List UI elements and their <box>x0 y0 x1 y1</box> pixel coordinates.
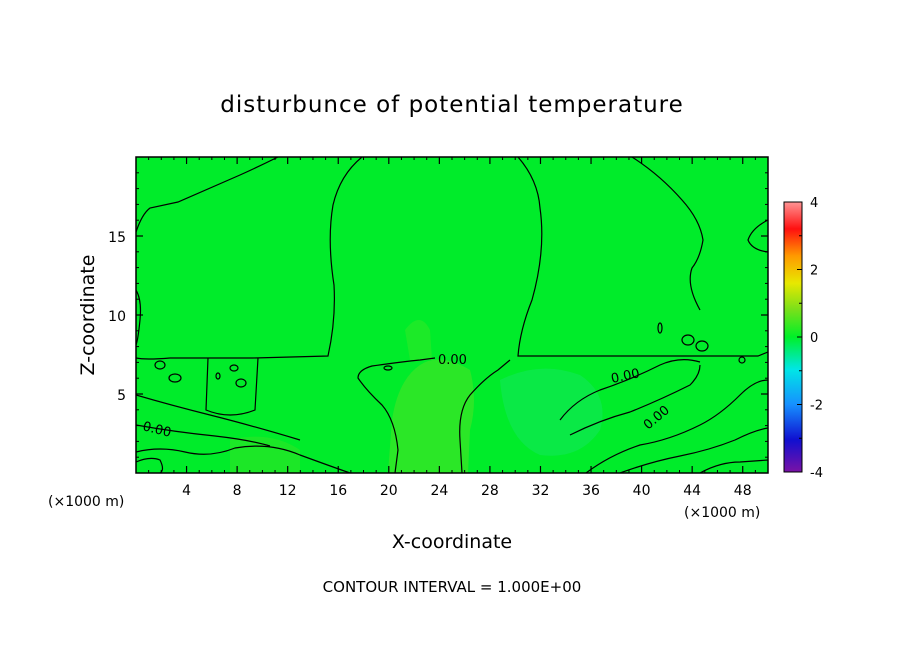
x-tick-label: 36 <box>582 483 600 499</box>
x-tick-label: 12 <box>279 483 297 499</box>
x-tick-label: 32 <box>532 483 550 499</box>
contour-label-2: 0.00 <box>438 353 467 368</box>
colorbar-tick-label: -4 <box>810 466 823 481</box>
field-patch-warm <box>388 359 474 473</box>
contour-interval-note: CONTOUR INTERVAL = 1.000E+00 <box>323 578 582 596</box>
field-patch-warm-3 <box>230 436 300 473</box>
y-tick-label: 5 <box>117 388 126 404</box>
x-tick-label: 20 <box>380 483 398 499</box>
y-axis: 5 10 15 <box>108 172 768 458</box>
y-axis-label: Z-coordinate <box>77 255 99 376</box>
x-axis-label: X-coordinate <box>392 531 512 553</box>
x-tick-label: 4 <box>182 483 191 499</box>
colorbar-tick-label: -2 <box>810 399 823 414</box>
colorbar-tick-label: 2 <box>810 264 818 279</box>
x-tick-label: 24 <box>430 483 448 499</box>
colorbar: 4 2 0 -2 -4 <box>783 196 823 481</box>
colorbar-ticks: 4 2 0 -2 -4 <box>797 196 823 481</box>
x-unit-label: (×1000 m) <box>48 494 124 510</box>
contour-label-3: 0.00 <box>610 366 641 387</box>
colorbar-tick-label: 4 <box>810 196 818 211</box>
x-tick-label: 48 <box>734 483 752 499</box>
x-tick-label: 44 <box>683 483 701 499</box>
x-tick-label: 8 <box>233 483 242 499</box>
z-unit-label: (×1000 m) <box>684 505 760 521</box>
x-tick-label: 16 <box>329 483 347 499</box>
field-patch-cool <box>500 368 603 456</box>
contour-label-1: 0.00 <box>141 419 173 441</box>
x-tick-label: 40 <box>633 483 651 499</box>
x-axis: 4 8 12 16 20 24 28 32 36 40 44 48 <box>148 157 756 499</box>
contour-lines <box>136 157 768 473</box>
plot-area: 0.00 0.00 0.00 0.00 <box>136 157 768 473</box>
chart-title: disturbunce of potential temperature <box>220 92 684 118</box>
colorbar-tick-label: 0 <box>810 331 818 346</box>
field-patch-warm-2 <box>405 320 432 360</box>
y-tick-label: 15 <box>108 230 126 246</box>
y-tick-label: 10 <box>108 309 126 325</box>
x-tick-label: 28 <box>481 483 499 499</box>
